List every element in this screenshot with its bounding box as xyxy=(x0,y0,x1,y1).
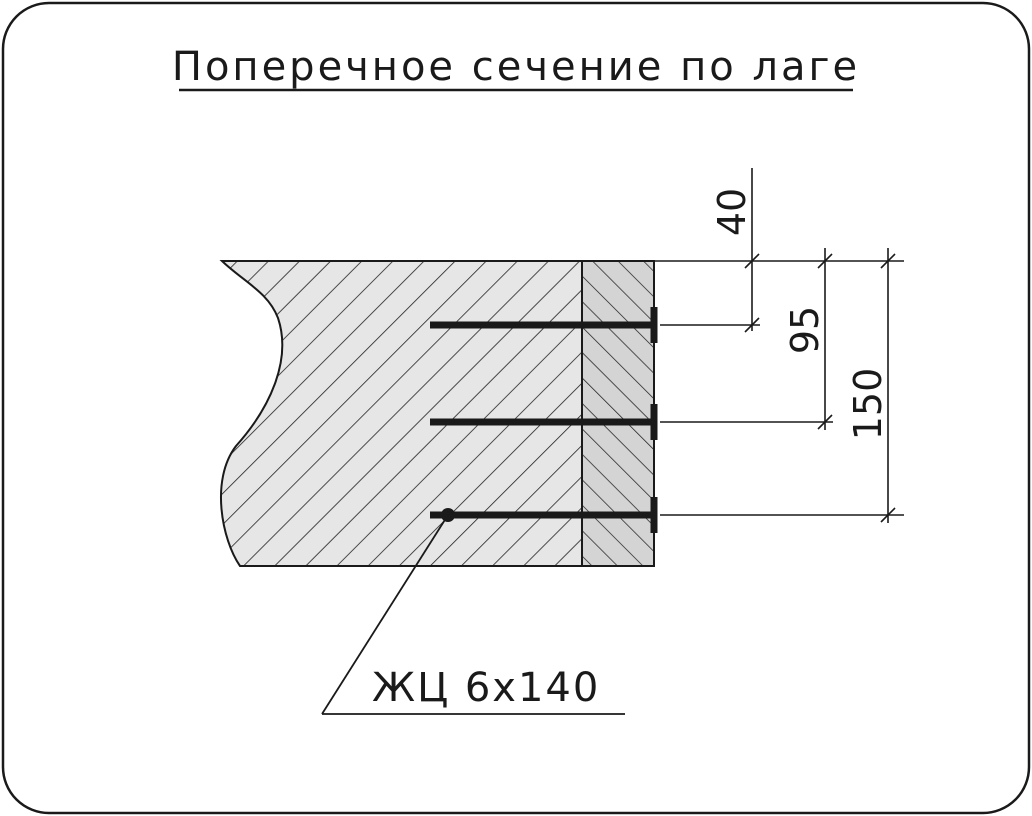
drawing-title: Поперечное сечение по лаге xyxy=(172,44,860,90)
deck-board-section xyxy=(581,260,655,567)
screw-callout-label: ЖЦ 6х140 xyxy=(372,665,600,711)
joist-section xyxy=(219,260,583,567)
dimension-95-label: 95 xyxy=(783,306,827,354)
extension-lines xyxy=(654,260,904,516)
dimension-40 xyxy=(744,168,760,333)
screw-bottom xyxy=(430,497,658,533)
leader-line xyxy=(321,514,449,715)
dimension-95 xyxy=(817,248,833,430)
screw-top xyxy=(430,307,658,343)
screw-middle xyxy=(430,404,658,440)
dimension-40-label: 40 xyxy=(710,188,754,236)
dimension-150-label: 150 xyxy=(846,368,890,441)
dimension-150 xyxy=(880,248,896,523)
